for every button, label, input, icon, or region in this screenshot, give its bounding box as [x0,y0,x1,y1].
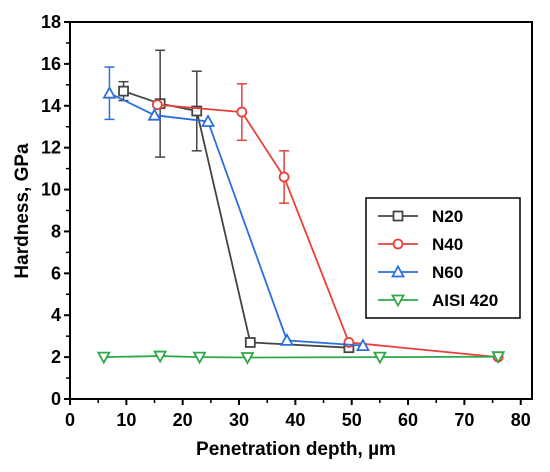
y-tick-label: 6 [51,263,61,283]
y-tick-label: 2 [51,347,61,367]
data-point [372,351,387,365]
series-layer [96,49,506,365]
y-tick-label: 16 [41,54,61,74]
legend-label: AISI 420 [432,291,498,310]
x-tick-label: 80 [511,410,531,430]
data-point [153,350,168,364]
data-point [151,99,163,111]
data-point [491,351,506,365]
axes-layer: 0 10 20 30 40 50 60 70 80 0 2 4 6 8 10 12 14 16 18 [41,12,533,430]
data-point [201,114,216,127]
data-point [192,351,207,365]
legend-label: N60 [432,263,463,282]
x-tick-label: 20 [173,410,193,430]
x-tick-label: 50 [342,410,362,430]
series-line [103,355,499,359]
x-tick-label: 10 [116,410,136,430]
data-point [96,351,111,365]
data-point [236,106,248,118]
series-line [109,92,364,347]
legend-marker [390,294,406,308]
y-tick-label: 14 [41,96,61,116]
x-tick-label: 40 [285,410,305,430]
data-point [147,107,162,121]
x-tick-label: 0 [65,410,75,430]
legend: N20 N40 N60 AISI 420 [365,197,521,319]
y-tick-label: 0 [51,389,61,409]
y-tick-label: 4 [51,305,61,325]
data-point [278,171,290,183]
data-point [279,332,294,346]
y-tick-label: 12 [41,138,61,158]
legend-marker [392,238,404,250]
y-tick-label: 10 [41,180,61,200]
data-point [102,85,117,99]
series-aisi-420 [96,350,506,365]
y-axis-title: Hardness, GPa [12,143,33,279]
series-n40 [151,83,504,363]
data-point [355,338,370,351]
legend-label: N40 [432,235,463,254]
x-axis-title: Penetration depth, µm [196,439,396,460]
series-line [123,90,349,349]
data-point [118,85,129,97]
legend-label: N20 [432,207,463,226]
y-tick-label: 8 [51,221,61,241]
data-point [191,105,203,117]
x-tick-label: 60 [398,410,418,430]
legend-box [365,197,521,319]
y-tick-label: 18 [41,12,61,32]
legend-marker [392,210,404,222]
x-tick-label: 30 [229,410,249,430]
legend-marker [390,264,406,278]
series-n60 [102,66,370,351]
data-point [240,352,255,365]
data-point [244,337,256,348]
x-tick-label: 70 [454,410,474,430]
